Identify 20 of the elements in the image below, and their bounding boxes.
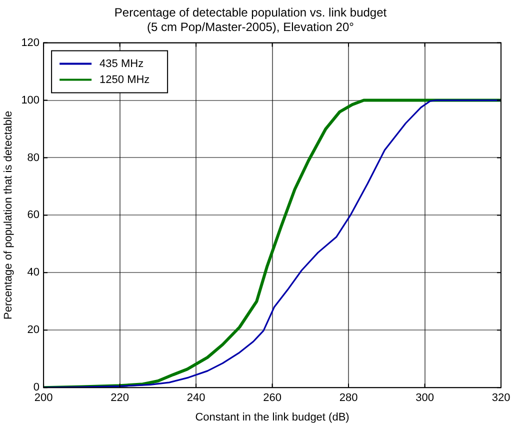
y-tick-label: 120 (21, 36, 40, 49)
y-tick-label: 60 (27, 209, 40, 222)
y-tick-label: 0 (33, 382, 40, 394)
x-tick-label: 200 (34, 392, 53, 404)
x-tick-label: 300 (416, 392, 434, 404)
y-tick-label: 40 (27, 266, 40, 279)
x-tick-label: 260 (263, 392, 282, 404)
x-axis-title: Constant in the link budget (dB) (195, 411, 350, 424)
y-axis-title: Percentage of population that is detectable (2, 110, 15, 320)
x-tick-label: 280 (339, 392, 358, 404)
x-tick-label: 240 (186, 392, 206, 404)
x-tick-label: 220 (110, 392, 129, 404)
y-tick-label: 100 (21, 94, 40, 106)
y-tick-label: 80 (27, 152, 40, 164)
text: Percentage of detectable population vs. link budget (114, 6, 387, 20)
text: (5 cm Pop/Master-2005), Elevation 20° (147, 20, 354, 34)
legend-label: 435 MHz (100, 58, 144, 70)
x-tick-label: 320 (492, 392, 510, 404)
legend-label: 1250 MHz (100, 74, 150, 86)
y-tick-label: 20 (27, 324, 40, 336)
